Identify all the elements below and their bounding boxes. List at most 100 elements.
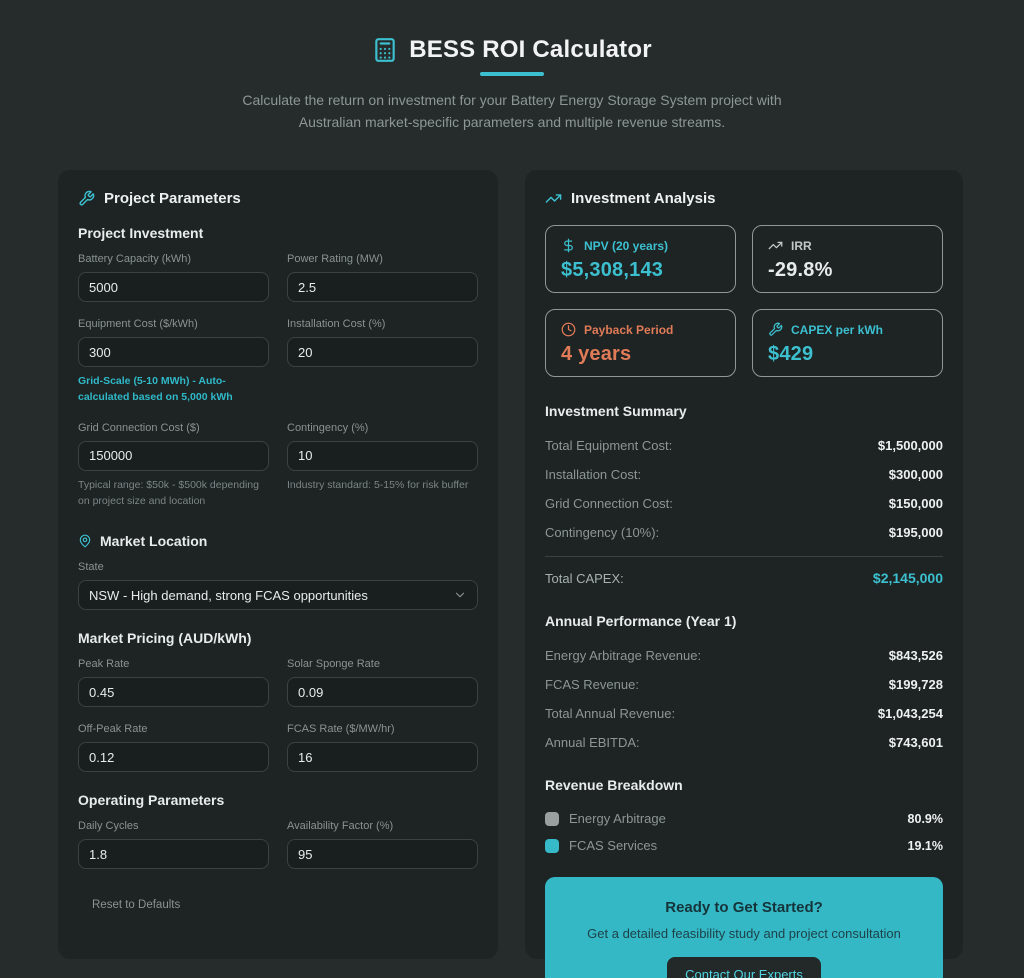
npv-metric-label: NPV (20 years) bbox=[584, 238, 669, 253]
project-parameters-panel: Project Parameters Project Investment Ba… bbox=[58, 170, 498, 960]
power-rating-field: Power Rating (MW) bbox=[287, 253, 478, 303]
performance-row: FCAS Revenue: $199,728 bbox=[545, 670, 943, 699]
availability-factor-label: Availability Factor (%) bbox=[287, 820, 394, 833]
total-capex-row: Total CAPEX: $2,145,000 bbox=[545, 556, 943, 593]
fcas-rate-label: FCAS Rate ($/MW/hr) bbox=[287, 723, 395, 736]
page-title: BESS ROI Calculator bbox=[409, 36, 652, 63]
daily-cycles-label: Daily Cycles bbox=[78, 820, 139, 833]
summary-row-label: Total Equipment Cost: bbox=[545, 438, 673, 454]
irr-metric-card: IRR -29.8% bbox=[752, 225, 943, 294]
off-peak-rate-input[interactable] bbox=[78, 742, 269, 773]
dollar-sign-icon bbox=[561, 238, 576, 253]
grid-connection-cost-label: Grid Connection Cost ($) bbox=[78, 421, 200, 434]
summary-row: Grid Connection Cost: $150,000 bbox=[545, 489, 943, 518]
summary-row-value: $150,000 bbox=[888, 496, 943, 512]
performance-row-value: $199,728 bbox=[888, 677, 943, 693]
contingency-hint: Industry standard: 5-15% for risk buffer bbox=[287, 478, 469, 491]
summary-row-label: Contingency (10%): bbox=[545, 525, 660, 541]
energy-arbitrage-label: Energy Arbitrage bbox=[569, 811, 666, 827]
grid-connection-cost-input[interactable] bbox=[78, 440, 269, 471]
page-subtitle: Calculate the return on investment for y… bbox=[242, 92, 782, 130]
performance-row-label: Energy Arbitrage Revenue: bbox=[545, 648, 702, 664]
payback-metric-card: Payback Period 4 years bbox=[545, 309, 736, 378]
grid-connection-cost-field: Grid Connection Cost ($) Typical range: … bbox=[78, 422, 269, 510]
irr-metric-value: -29.8% bbox=[768, 259, 833, 282]
peak-rate-label: Peak Rate bbox=[78, 658, 130, 671]
annual-performance-heading: Annual Performance (Year 1) bbox=[545, 613, 737, 630]
contingency-label: Contingency (%) bbox=[287, 421, 369, 434]
capex-metric-value: $429 bbox=[768, 343, 814, 366]
payback-metric-value: 4 years bbox=[561, 343, 632, 366]
battery-capacity-label: Battery Capacity (kWh) bbox=[78, 253, 192, 266]
total-capex-label: Total CAPEX: bbox=[545, 570, 624, 586]
summary-row-value: $195,000 bbox=[888, 525, 943, 541]
fcas-services-percent: 19.1% bbox=[907, 838, 943, 853]
summary-row-label: Installation Cost: bbox=[545, 467, 642, 483]
project-investment-heading: Project Investment bbox=[78, 225, 204, 242]
contact-experts-button[interactable]: Contact Our Experts bbox=[667, 957, 821, 978]
wrench-icon bbox=[78, 190, 95, 207]
equipment-cost-input[interactable] bbox=[78, 337, 269, 368]
installation-cost-input[interactable] bbox=[287, 337, 478, 368]
performance-row: Annual EBITDA: $743,601 bbox=[545, 728, 943, 757]
installation-cost-label: Installation Cost (%) bbox=[287, 318, 386, 331]
power-rating-label: Power Rating (MW) bbox=[287, 253, 383, 266]
clock-icon bbox=[561, 322, 576, 337]
equipment-cost-label: Equipment Cost ($/kWh) bbox=[78, 318, 198, 331]
solar-sponge-rate-input[interactable] bbox=[287, 677, 478, 708]
capex-metric-label: CAPEX per kWh bbox=[791, 322, 884, 337]
irr-metric-label: IRR bbox=[791, 238, 812, 253]
daily-cycles-input[interactable] bbox=[78, 839, 269, 870]
trending-up-icon bbox=[768, 238, 783, 253]
solar-sponge-rate-field: Solar Sponge Rate bbox=[287, 658, 478, 708]
fcas-services-swatch bbox=[545, 838, 559, 853]
energy-arbitrage-percent: 80.9% bbox=[907, 811, 943, 826]
solar-sponge-rate-label: Solar Sponge Rate bbox=[287, 658, 380, 671]
peak-rate-input[interactable] bbox=[78, 677, 269, 708]
battery-capacity-field: Battery Capacity (kWh) bbox=[78, 253, 269, 303]
revenue-row-fcas-services: FCAS Services 19.1% bbox=[545, 832, 943, 859]
availability-factor-field: Availability Factor (%) bbox=[287, 820, 478, 870]
performance-row-label: Total Annual Revenue: bbox=[545, 706, 676, 722]
revenue-breakdown-heading: Revenue Breakdown bbox=[545, 777, 683, 794]
battery-capacity-input[interactable] bbox=[78, 272, 269, 303]
availability-factor-input[interactable] bbox=[287, 839, 478, 870]
operating-parameters-heading: Operating Parameters bbox=[78, 792, 225, 809]
left-panel-title: Project Parameters bbox=[104, 190, 241, 208]
contingency-input[interactable] bbox=[287, 440, 478, 471]
performance-row: Total Annual Revenue: $1,043,254 bbox=[545, 699, 943, 728]
revenue-row-energy-arbitrage: Energy Arbitrage 80.9% bbox=[545, 805, 943, 832]
state-select[interactable]: NSW - High demand, strong FCAS opportuni… bbox=[78, 580, 478, 611]
summary-row-label: Grid Connection Cost: bbox=[545, 496, 673, 512]
trending-up-icon bbox=[545, 190, 562, 207]
npv-metric-value: $5,308,143 bbox=[561, 259, 664, 282]
wrench-icon bbox=[768, 322, 783, 337]
summary-row: Installation Cost: $300,000 bbox=[545, 460, 943, 489]
page-header: BESS ROI Calculator Calculate the return… bbox=[0, 36, 1024, 133]
state-selected-value: NSW - High demand, strong FCAS opportuni… bbox=[89, 587, 368, 603]
daily-cycles-field: Daily Cycles bbox=[78, 820, 269, 870]
fcas-services-label: FCAS Services bbox=[569, 838, 658, 854]
cta-subtitle: Get a detailed feasibility study and pro… bbox=[587, 926, 901, 942]
npv-metric-card: NPV (20 years) $5,308,143 bbox=[545, 225, 736, 294]
summary-row: Contingency (10%): $195,000 bbox=[545, 518, 943, 547]
performance-row-value: $1,043,254 bbox=[877, 706, 943, 722]
state-label: State bbox=[78, 561, 104, 574]
performance-row-value: $743,601 bbox=[888, 735, 943, 751]
reset-to-defaults-button[interactable]: Reset to Defaults bbox=[90, 895, 182, 915]
state-field: State NSW - High demand, strong FCAS opp… bbox=[78, 561, 478, 611]
contingency-field: Contingency (%) Industry standard: 5-15%… bbox=[287, 422, 478, 510]
fcas-rate-input[interactable] bbox=[287, 742, 478, 773]
calculator-icon bbox=[372, 37, 398, 63]
off-peak-rate-label: Off-Peak Rate bbox=[78, 723, 148, 736]
power-rating-input[interactable] bbox=[287, 272, 478, 303]
performance-row-label: FCAS Revenue: bbox=[545, 677, 639, 693]
chevron-down-icon bbox=[453, 588, 467, 602]
equipment-cost-field: Equipment Cost ($/kWh) Grid-Scale (5-10 … bbox=[78, 318, 269, 406]
right-panel-title: Investment Analysis bbox=[571, 190, 716, 208]
map-pin-icon bbox=[78, 534, 92, 548]
performance-row: Energy Arbitrage Revenue: $843,526 bbox=[545, 641, 943, 670]
off-peak-rate-field: Off-Peak Rate bbox=[78, 723, 269, 773]
performance-row-value: $843,526 bbox=[888, 648, 943, 664]
grid-connection-cost-hint: Typical range: $50k - $500k depending on… bbox=[78, 478, 259, 507]
